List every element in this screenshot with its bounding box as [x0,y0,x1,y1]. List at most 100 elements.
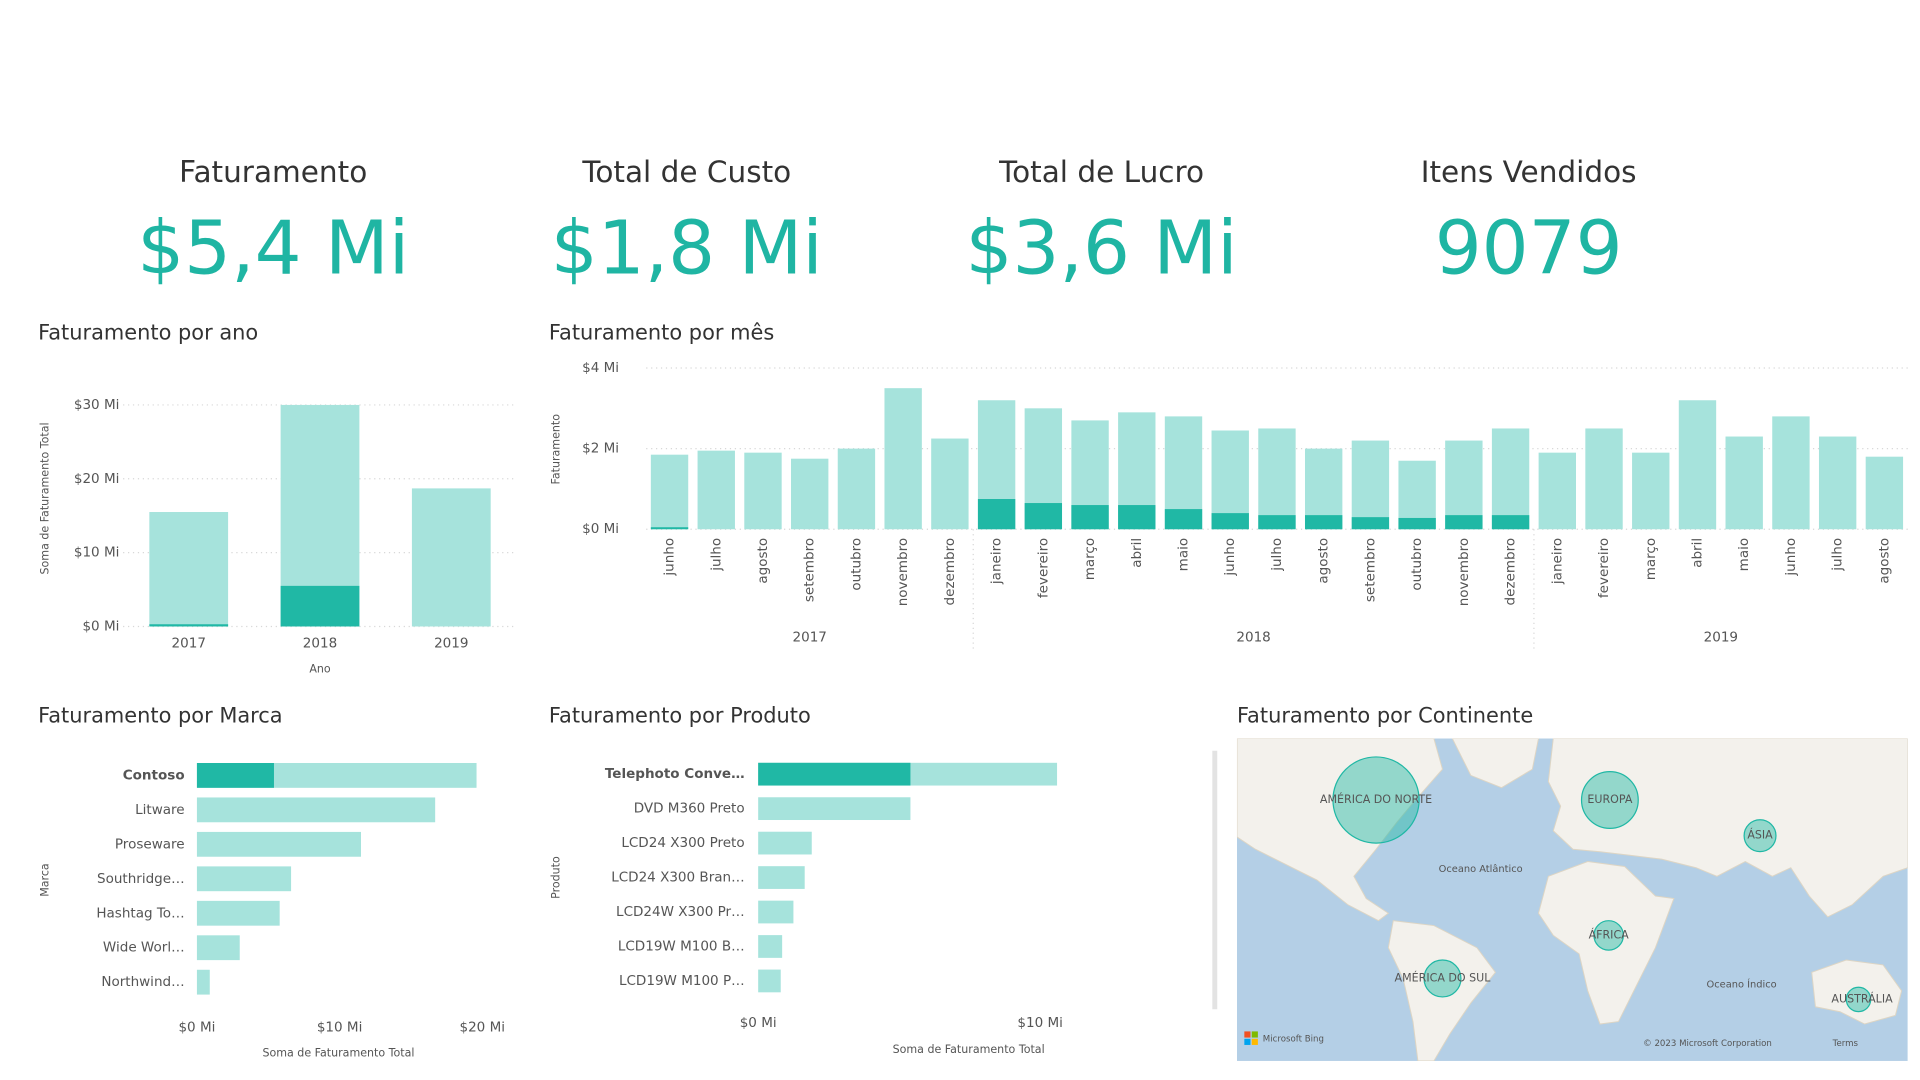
map-annotation: Oceano Atlântico [1439,863,1523,875]
bubble [1593,920,1624,951]
x-tick-label: abril [1129,538,1145,568]
bar [1772,416,1810,530]
bar [1538,452,1576,530]
bar [196,866,292,892]
bar [650,527,689,530]
x-tick-label: março [1082,538,1098,580]
bubble-label: ÁFRICA [1589,928,1630,941]
x-tick-label: novembro [895,538,911,606]
bar [791,458,829,530]
y-tick-label: $10 Mi [74,545,120,561]
kpi-value: 9079 [1435,206,1623,292]
y-tick-label: $0 Mi [82,618,119,634]
kpi-title: Faturamento [179,155,367,189]
x-tick-label: janeiro [1549,538,1565,585]
bar [758,969,781,993]
bar [1678,400,1717,530]
x-tick-label: março [1643,538,1659,580]
chart-title: Faturamento por ano [38,321,258,345]
bar [280,585,360,627]
y-tick-label: Contoso [123,767,185,783]
y-tick-label: DVD M360 Preto [634,801,745,817]
y-tick-label: $2 Mi [582,441,619,457]
canvas: Faturamento $5,4 Mi Total de Custo $1,8 … [38,155,1908,1061]
chart-title: Faturamento por mês [549,321,774,345]
bar [758,900,794,924]
kpi-value: $3,6 Mi [966,206,1238,292]
bar [196,831,361,857]
y-tick-label: Hashtag To… [96,905,184,921]
bubble [1332,756,1420,844]
bar [1071,505,1109,530]
bing-logo [1244,1031,1258,1045]
bubble [1743,819,1777,853]
y-tick-label: $0 Mi [582,521,619,537]
x-tick-label: julho [708,538,724,572]
bar [697,450,735,530]
bar [744,452,782,530]
bar [1304,515,1343,530]
bar [758,797,911,821]
kpi-title: Itens Vendidos [1421,155,1637,189]
y-axis-title: Soma de Faturamento Total [39,422,52,574]
bar [1351,517,1390,530]
x-tick-label: $0 Mi [740,1015,777,1031]
bubble-label: EUROPA [1587,793,1632,806]
bar [1585,428,1623,530]
x-tick-label: junho [1783,538,1799,577]
bubble-label: AUSTRÁLIA [1831,992,1893,1005]
y-tick-label: LCD24W X300 Pr… [616,904,745,920]
bar [837,448,876,530]
map-annotation: Oceano Índico [1707,978,1777,991]
y-tick-label: Wide Worl… [103,940,185,956]
map-annotation: Microsoft Bing [1263,1034,1324,1044]
bar [1632,452,1670,530]
bar [884,388,922,530]
x-tick-label: $20 Mi [459,1020,505,1036]
bar [196,969,210,995]
y-tick-label: $4 Mi [582,360,619,376]
x-tick-label: agosto [1316,538,1332,584]
kpi-value: $1,8 Mi [551,206,823,292]
group-label: 2018 [1236,630,1270,646]
x-tick-label: dezembro [942,538,958,606]
bar [1445,515,1483,530]
y-tick-label: Proseware [115,836,185,852]
x-tick-label: julho [1830,538,1846,572]
bar [1491,515,1530,530]
group-label: 2017 [793,630,827,646]
x-tick-label: junho [1222,538,1238,577]
x-tick-label: agosto [755,538,771,584]
x-tick-label: abril [1689,538,1705,568]
bubble [1845,986,1872,1013]
bar [196,762,274,788]
kpi-title: Total de Custo [581,155,791,189]
bubble [1580,771,1639,829]
x-tick-label: maio [1176,538,1192,571]
kpi-value: $5,4 Mi [137,206,409,292]
y-tick-label: LCD19W M100 B… [618,938,745,954]
chart-title: Faturamento por Produto [549,703,811,727]
y-axis-title: Produto [549,856,562,899]
map-background [1236,738,1908,1061]
x-tick-label: dezembro [1503,538,1519,606]
bubble [1423,959,1462,998]
bar [1351,440,1390,530]
bubble-label: AMÉRICA DO SUL [1395,971,1492,984]
y-tick-label: $30 Mi [74,397,120,413]
x-tick-label: outubro [848,538,864,591]
x-axis-title: Soma de Faturamento Total [262,1047,414,1060]
y-axis-title: Marca [39,863,52,896]
bar [1818,436,1857,530]
y-tick-label: LCD19W M100 P… [619,973,745,989]
x-tick-label: setembro [802,538,818,602]
x-tick-label: 2017 [172,636,206,652]
x-tick-label: outubro [1409,538,1425,591]
bar [1024,503,1063,530]
bar [196,900,280,926]
y-axis-title: Faturamento [549,414,562,485]
bar [1865,456,1904,530]
map-annotation: © 2023 Microsoft Corporation [1643,1039,1772,1049]
y-tick-label: Southridge… [97,871,185,887]
